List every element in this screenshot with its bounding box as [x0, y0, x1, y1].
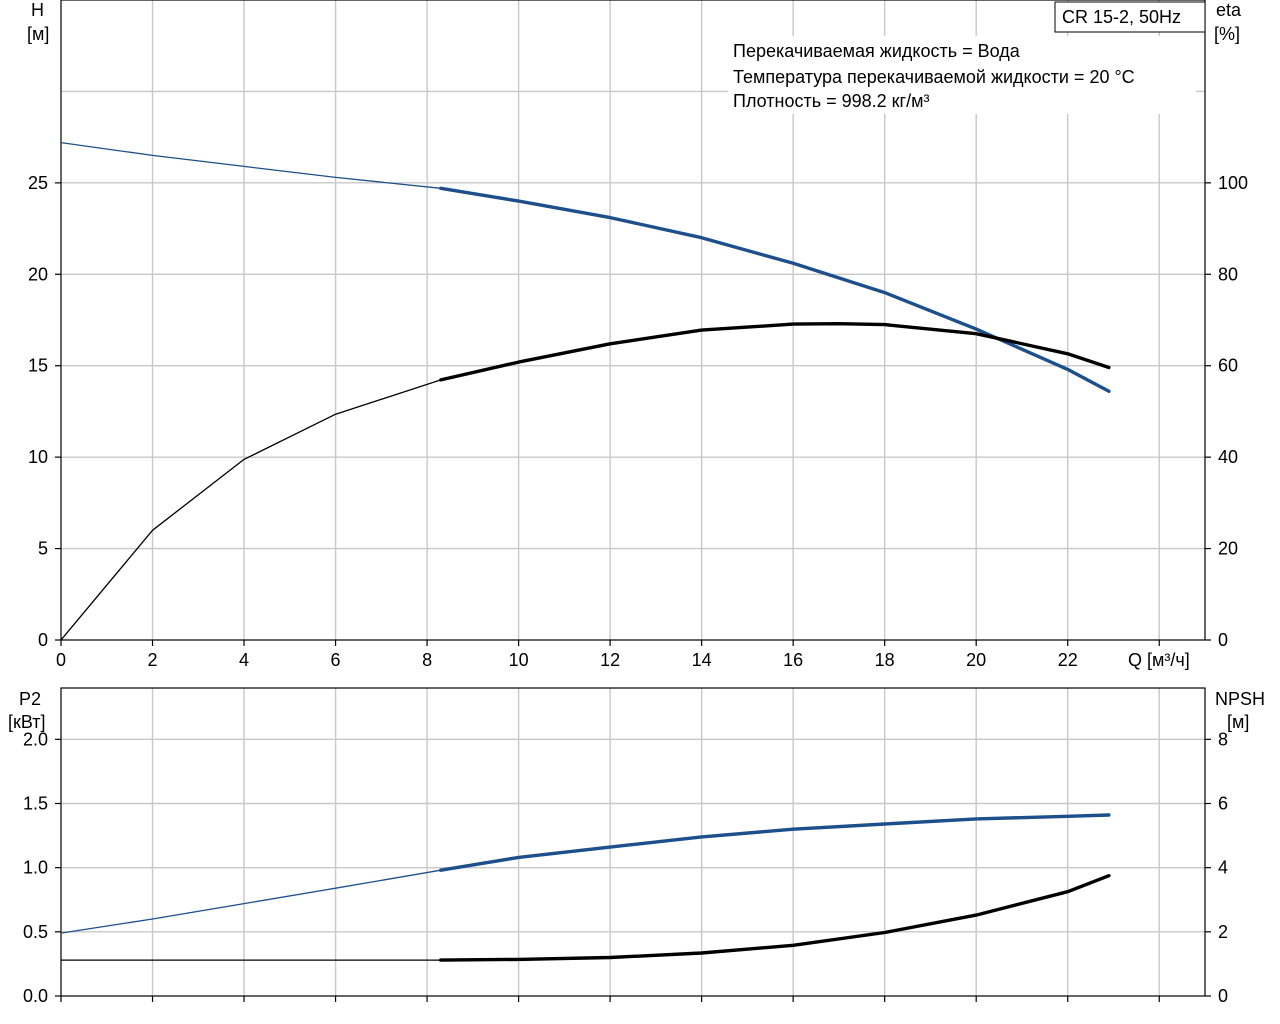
x-axis-label: Q [м³/ч] [1128, 650, 1190, 670]
x-tick-label: 8 [422, 650, 432, 670]
info-density: Плотность = 998.2 кг/м³ [733, 91, 929, 111]
model-title-box [1054, 1, 1206, 33]
top-panel: 0 5 10 15 20 25 0 20 40 60 80 100 0 2 4 6 8 10 12 14 16 18 20 2… [27, 0, 1248, 670]
right-tick-label: 40 [1218, 447, 1238, 467]
bottom-ticks: 0.0 0.5 1.0 1.5 2.0 0 2 4 6 8 [23, 729, 1228, 1006]
right-tick-label: 4 [1218, 858, 1228, 878]
x-tick-label: 18 [875, 650, 895, 670]
left-tick-label: 1.0 [23, 858, 48, 878]
x-tick-label: 10 [509, 650, 529, 670]
right-tick-label: 80 [1218, 264, 1238, 284]
top-plot-frame [60, 0, 1206, 641]
left-tick-label: 25 [28, 173, 48, 193]
x-tick-label: 4 [239, 650, 249, 670]
x-tick-label: 14 [692, 650, 712, 670]
right-tick-label: 60 [1218, 356, 1238, 376]
left-tick-label: 0.5 [23, 922, 48, 942]
right-tick-label: 0 [1218, 630, 1228, 650]
info-box-background [728, 36, 1196, 114]
npsh-curve [439, 874, 1111, 962]
eta-axis-label: eta [1216, 0, 1242, 20]
x-tick-label: 20 [966, 650, 986, 670]
left-tick-label: 0 [38, 630, 48, 650]
x-tick-label: 2 [148, 650, 158, 670]
top-ticks: 0 5 10 15 20 25 0 20 40 60 80 100 0 2 4 6 8 10 12 14 16 18 20 2… [28, 173, 1248, 670]
power-axis-unit: [кВт] [8, 712, 46, 732]
right-tick-label: 2 [1218, 922, 1228, 942]
x-tick-label: 6 [331, 650, 341, 670]
x-tick-label: 16 [783, 650, 803, 670]
right-tick-label: 100 [1218, 173, 1248, 193]
bottom-plot-frame [60, 687, 1206, 997]
bottom-gridlines [61, 688, 1205, 996]
right-tick-label: 0 [1218, 986, 1228, 1006]
npsh-axis-unit: [м] [1227, 712, 1249, 732]
power-axis-label: P2 [19, 689, 41, 709]
efficiency-curve [439, 322, 1111, 382]
head-axis-label: H [31, 0, 44, 20]
left-tick-label: 20 [28, 264, 48, 284]
eta-axis-unit: [%] [1214, 24, 1240, 44]
bottom-series [60, 813, 1111, 962]
x-tick-label: 22 [1058, 650, 1078, 670]
bottom-panel: 0.0 0.5 1.0 1.5 2.0 0 2 4 6 8 P2 [кВт] NPSH [м] [8, 687, 1265, 1006]
right-tick-label: 20 [1218, 539, 1238, 559]
left-tick-label: 15 [28, 356, 48, 376]
left-tick-label: 5 [38, 539, 48, 559]
info-temperature: Температура перекачиваемой жидкости = 20… [733, 67, 1135, 87]
left-tick-label: 0.0 [23, 986, 48, 1006]
head-axis-unit: [м] [27, 24, 49, 44]
npsh-axis-label: NPSH [1215, 689, 1265, 709]
left-tick-label: 2.0 [23, 729, 48, 749]
x-tick-label: 0 [56, 650, 66, 670]
power-curve-extended [60, 869, 441, 934]
left-tick-label: 10 [28, 447, 48, 467]
head-curve [439, 186, 1111, 393]
head-curve-extended [60, 141, 441, 189]
x-tick-label: 12 [600, 650, 620, 670]
info-liquid: Перекачиваемая жидкость = Вода [733, 41, 1021, 61]
model-title: CR 15-2, 50Hz [1062, 7, 1181, 27]
top-series [60, 141, 1111, 641]
right-tick-label: 6 [1218, 794, 1228, 814]
efficiency-curve-extended [60, 379, 442, 641]
left-tick-label: 1.5 [23, 794, 48, 814]
power-curve [439, 813, 1111, 872]
right-tick-label: 8 [1218, 729, 1228, 749]
